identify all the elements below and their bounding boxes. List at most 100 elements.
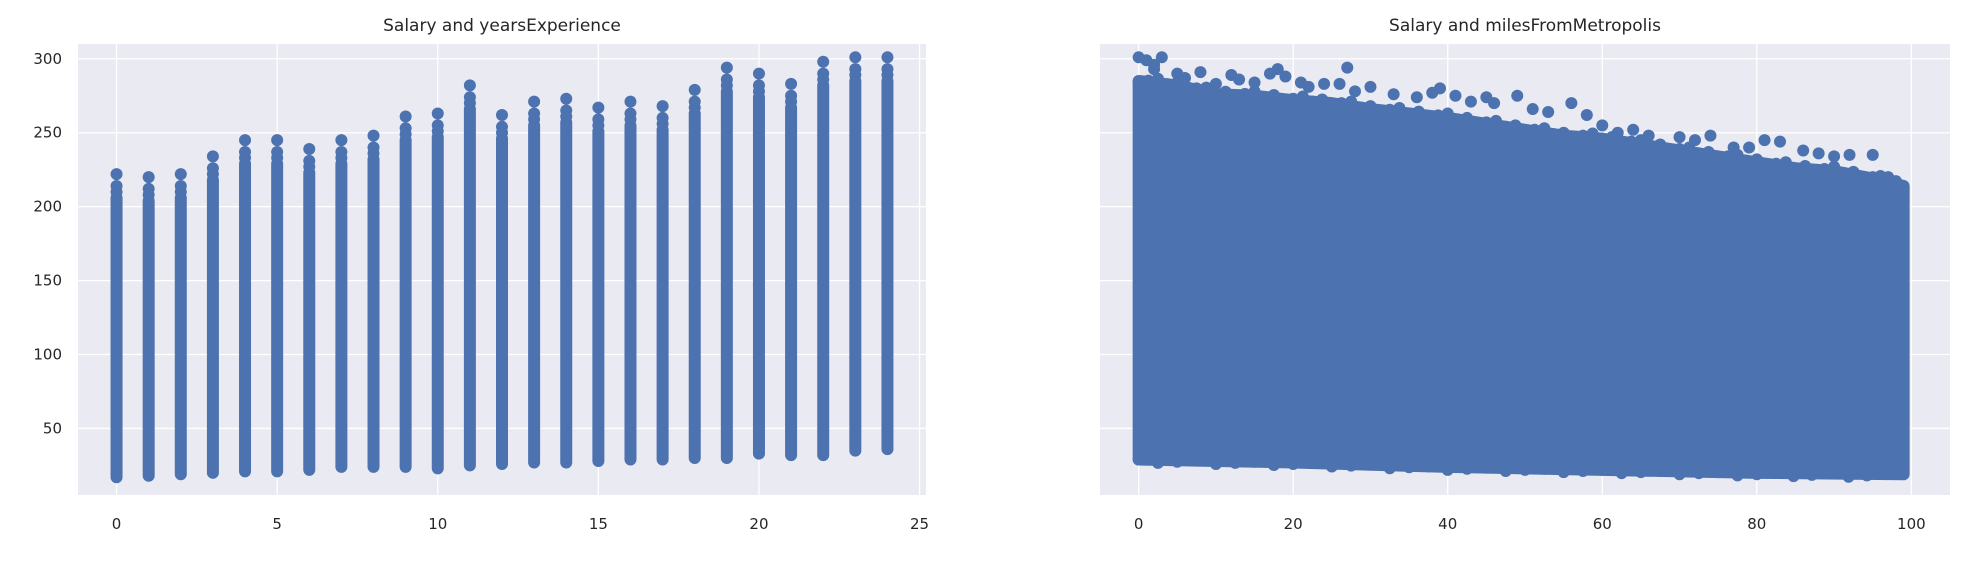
data-point xyxy=(560,92,573,105)
data-point xyxy=(1692,147,1705,160)
data-point xyxy=(1209,77,1222,90)
data-point xyxy=(496,126,508,139)
data-point xyxy=(1190,82,1203,95)
data-point xyxy=(1410,91,1423,104)
data-point xyxy=(1412,105,1425,118)
y-tick-label: 200 xyxy=(33,198,62,216)
x-tick-label: 0 xyxy=(1134,515,1144,533)
data-point xyxy=(785,95,798,108)
data-point xyxy=(1229,90,1242,103)
data-point xyxy=(1673,468,1686,481)
data-point xyxy=(1488,97,1501,110)
data-point xyxy=(1403,107,1416,120)
data-point xyxy=(1702,145,1715,158)
data-point xyxy=(1860,469,1873,482)
data-point xyxy=(1200,81,1213,94)
data-point xyxy=(1812,147,1825,160)
data-point xyxy=(1797,144,1810,157)
data-point xyxy=(1333,77,1346,90)
data-point xyxy=(1843,148,1856,161)
data-point xyxy=(1194,66,1207,79)
x-tick-label: 40 xyxy=(1438,515,1457,533)
chart-title: Salary and yearsExperience xyxy=(383,16,621,36)
data-point xyxy=(817,73,830,86)
data-point xyxy=(592,119,605,132)
data-point xyxy=(1161,78,1174,91)
data-point xyxy=(1824,467,1837,480)
x-tick-label: 25 xyxy=(910,515,929,533)
data-point xyxy=(1605,131,1618,144)
data-point xyxy=(1837,167,1850,180)
data-point xyxy=(1731,148,1744,161)
data-point xyxy=(1318,77,1331,90)
data-point xyxy=(1634,466,1647,479)
data-point xyxy=(1387,88,1400,101)
data-point xyxy=(1155,51,1168,64)
data-point xyxy=(1171,76,1184,89)
data-point xyxy=(1519,463,1531,476)
data-point xyxy=(1374,105,1387,118)
data-point xyxy=(624,113,637,126)
data-point xyxy=(1132,76,1145,89)
data-point xyxy=(1519,125,1531,138)
data-point xyxy=(1364,458,1377,471)
data-point xyxy=(1233,73,1246,86)
y-tick-label: 50 xyxy=(43,419,62,437)
data-point xyxy=(271,134,284,147)
data-point xyxy=(1335,97,1348,110)
data-point xyxy=(1760,159,1773,172)
data-point xyxy=(1712,151,1725,164)
data-point xyxy=(1547,128,1560,141)
data-point xyxy=(1634,134,1647,147)
data-point xyxy=(1586,127,1599,140)
data-point xyxy=(752,67,765,80)
data-point xyxy=(1306,95,1319,108)
data-point xyxy=(1526,103,1539,116)
data-point xyxy=(1229,456,1242,469)
data-point xyxy=(367,147,380,160)
data-point xyxy=(849,51,862,64)
data-point xyxy=(1393,101,1406,114)
data-point xyxy=(1279,70,1292,83)
data-point xyxy=(1683,141,1696,154)
data-point xyxy=(1267,89,1280,102)
data-point xyxy=(1151,72,1164,85)
data-point xyxy=(1769,467,1782,480)
data-point xyxy=(1542,106,1555,119)
data-point xyxy=(1345,459,1358,472)
data-point xyxy=(1663,144,1676,157)
data-point xyxy=(1432,109,1445,122)
data-point xyxy=(1625,135,1638,148)
data-point xyxy=(1565,97,1578,110)
data-point xyxy=(463,79,476,92)
data-point xyxy=(1151,456,1164,469)
data-point xyxy=(1287,457,1300,470)
data-point xyxy=(1354,101,1367,114)
data-point xyxy=(335,134,348,147)
data-point xyxy=(1770,157,1783,170)
data-point xyxy=(1704,129,1717,142)
data-points xyxy=(110,51,894,484)
data-point xyxy=(1576,464,1589,477)
data-point xyxy=(785,77,798,90)
data-point xyxy=(142,171,155,184)
data-point xyxy=(1277,94,1290,107)
data-point xyxy=(142,188,155,201)
data-point xyxy=(1148,63,1161,76)
data-point xyxy=(1302,80,1315,93)
data-point xyxy=(1842,470,1855,483)
data-point xyxy=(431,125,444,138)
data-point xyxy=(1464,95,1477,108)
data-point xyxy=(1750,153,1763,166)
data-point xyxy=(1774,135,1786,148)
data-point xyxy=(1805,468,1818,481)
x-tick-label: 20 xyxy=(749,515,768,533)
y-tick-label: 300 xyxy=(33,50,62,68)
data-point xyxy=(1721,150,1734,163)
data-point xyxy=(1818,162,1831,175)
data-point xyxy=(1383,103,1396,116)
data-point xyxy=(624,95,637,108)
data-point xyxy=(1847,165,1860,178)
data-point xyxy=(206,150,219,163)
